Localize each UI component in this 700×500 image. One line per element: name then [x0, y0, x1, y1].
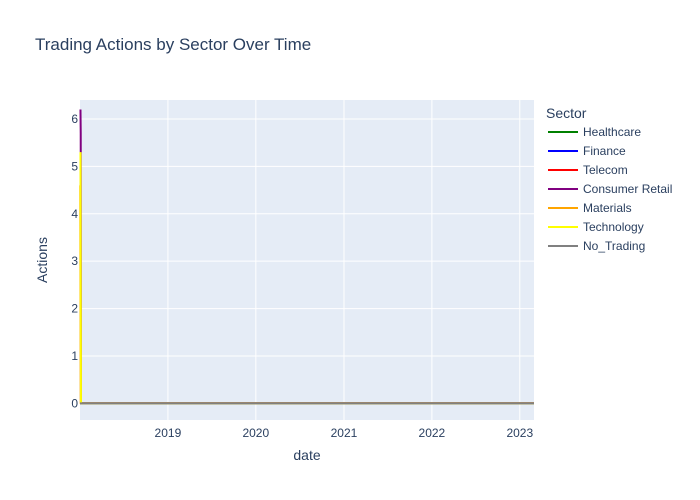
- legend-item[interactable]: No_Trading: [548, 239, 645, 253]
- y-tick-label: 6: [71, 112, 78, 126]
- x-tick-label: 2022: [419, 426, 446, 440]
- legend-label: No_Trading: [583, 239, 645, 253]
- x-tick-label: 2019: [155, 426, 182, 440]
- x-tick-label: 2023: [506, 426, 533, 440]
- legend-item[interactable]: Materials: [548, 201, 632, 215]
- legend: Sector Healthcare Finance Telecom Consumer …: [546, 105, 672, 253]
- legend-label: Telecom: [583, 163, 628, 177]
- y-tick-label: 2: [71, 302, 78, 316]
- y-tick-label: 4: [71, 207, 78, 221]
- series-lines: [79, 109, 534, 405]
- y-tick-label: 3: [71, 254, 78, 268]
- y-tick-label: 1: [71, 349, 78, 363]
- x-tick-label: 2020: [242, 426, 269, 440]
- legend-label: Technology: [583, 220, 644, 234]
- legend-item[interactable]: Technology: [548, 220, 644, 234]
- legend-title: Sector: [546, 105, 587, 121]
- legend-label: Consumer Retail: [583, 182, 672, 196]
- gridlines: [80, 100, 534, 420]
- legend-label: Finance: [583, 144, 626, 158]
- legend-item[interactable]: Consumer Retail: [548, 182, 672, 196]
- y-tick-label: 5: [71, 159, 78, 173]
- chart-title: Trading Actions by Sector Over Time: [35, 35, 311, 54]
- x-axis-ticks: 2019 2020 2021 2022 2023: [155, 426, 534, 440]
- y-tick-label: 0: [71, 396, 78, 410]
- plot-area: [80, 100, 534, 420]
- legend-label: Healthcare: [583, 125, 641, 139]
- legend-item[interactable]: Telecom: [548, 163, 628, 177]
- legend-item[interactable]: Healthcare: [548, 125, 641, 139]
- x-axis-title: date: [293, 447, 320, 463]
- legend-label: Materials: [583, 201, 632, 215]
- y-axis-title: Actions: [34, 237, 50, 283]
- x-tick-label: 2021: [331, 426, 358, 440]
- legend-item[interactable]: Finance: [548, 144, 626, 158]
- y-axis-ticks: 0 1 2 3 4 5 6: [71, 112, 78, 410]
